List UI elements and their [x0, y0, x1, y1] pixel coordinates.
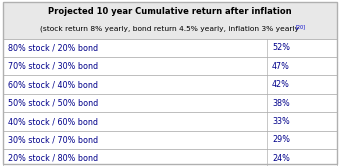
Text: 60% stock / 40% bond: 60% stock / 40% bond — [8, 80, 99, 89]
Bar — [3, 75, 337, 94]
Text: 42%: 42% — [272, 80, 290, 89]
Text: (stock return 8% yearly, bond return 4.5% yearly, inflation 3% yearly: (stock return 8% yearly, bond return 4.5… — [40, 25, 300, 32]
Bar — [3, 131, 337, 149]
Bar — [3, 112, 337, 131]
Text: 70% stock / 30% bond: 70% stock / 30% bond — [8, 62, 99, 71]
Text: [20]: [20] — [295, 24, 305, 29]
Text: 29%: 29% — [272, 135, 290, 144]
Text: 33%: 33% — [272, 117, 290, 126]
Bar — [3, 39, 337, 57]
Text: 47%: 47% — [272, 62, 290, 71]
Text: Projected 10 year Cumulative return after inflation: Projected 10 year Cumulative return afte… — [48, 7, 292, 16]
Text: 40% stock / 60% bond: 40% stock / 60% bond — [8, 117, 99, 126]
Bar — [3, 94, 337, 112]
Text: 24%: 24% — [272, 154, 290, 163]
Text: 52%: 52% — [272, 43, 290, 52]
Text: 30% stock / 70% bond: 30% stock / 70% bond — [8, 135, 99, 144]
Text: 20% stock / 80% bond: 20% stock / 80% bond — [8, 154, 99, 163]
Bar — [3, 2, 337, 39]
Bar — [3, 57, 337, 75]
Bar — [3, 149, 337, 166]
Text: 38%: 38% — [272, 99, 290, 108]
Text: 50% stock / 50% bond: 50% stock / 50% bond — [8, 99, 99, 108]
Text: 80% stock / 20% bond: 80% stock / 20% bond — [8, 43, 99, 52]
